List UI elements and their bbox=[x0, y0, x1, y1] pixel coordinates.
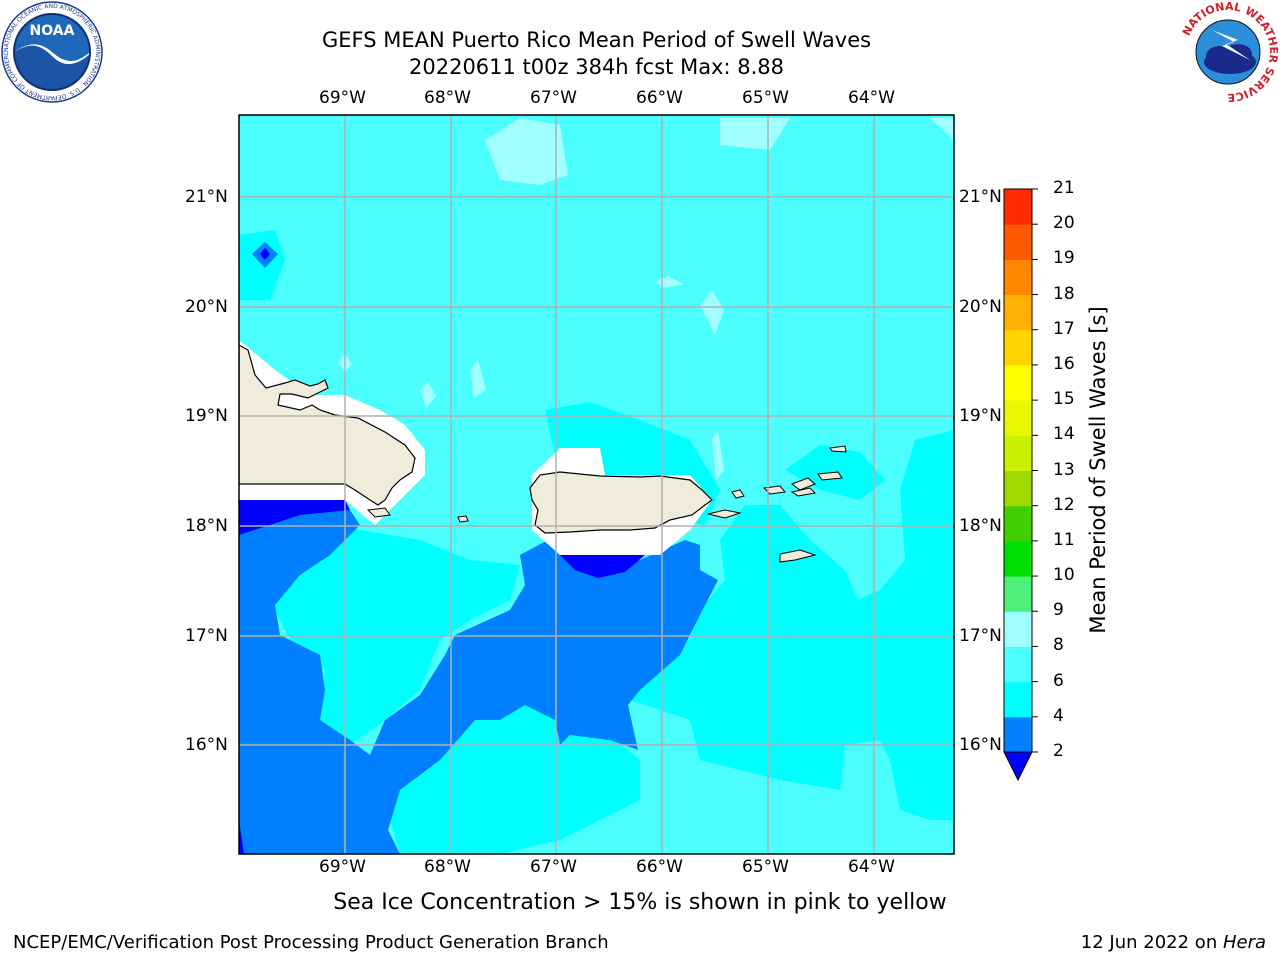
lat-tick-left: 21°N bbox=[185, 187, 228, 207]
swell-field-8-9 bbox=[930, 118, 954, 140]
lon-tick-top: 64°W bbox=[848, 88, 895, 108]
lon-tick-bottom: 69°W bbox=[319, 857, 366, 877]
lon-tick-top: 68°W bbox=[424, 88, 471, 108]
lat-tick-left: 19°N bbox=[185, 406, 228, 426]
hispaniola-land bbox=[239, 344, 416, 506]
swell-field-8-9 bbox=[700, 290, 724, 335]
swell-field-8-9 bbox=[485, 118, 568, 185]
colorbar-tick-label: 6 bbox=[1053, 670, 1064, 691]
lat-tick-right: 17°N bbox=[959, 626, 1002, 646]
lat-tick-right: 21°N bbox=[959, 187, 1002, 207]
colorbar-tick-label: 13 bbox=[1053, 459, 1075, 480]
lon-tick-top: 66°W bbox=[636, 88, 683, 108]
colorbar-segment bbox=[1004, 540, 1032, 577]
swell-field-8-9 bbox=[420, 382, 436, 408]
st-croix-island bbox=[779, 549, 817, 563]
swell-field-4-6 bbox=[630, 430, 954, 820]
puerto-rico-land bbox=[529, 471, 713, 534]
swell-field-2-4 bbox=[239, 505, 718, 854]
colorbar-tick-label: 15 bbox=[1053, 389, 1075, 410]
colorbar-tick-label: 14 bbox=[1053, 424, 1075, 445]
sea-ice-caption: Sea Ice Concentration > 15% is shown in … bbox=[333, 890, 947, 915]
footer-credit: NCEP/EMC/Verification Post Processing Pr… bbox=[13, 932, 609, 953]
lat-tick-right: 18°N bbox=[959, 516, 1002, 536]
colorbar-tick-label: 16 bbox=[1053, 353, 1075, 374]
map-grid bbox=[239, 115, 954, 854]
colorbar-tick-label: 12 bbox=[1053, 494, 1075, 515]
lat-tick-left: 16°N bbox=[185, 735, 228, 755]
lon-tick-bottom: 68°W bbox=[424, 857, 471, 877]
culebra-island bbox=[731, 489, 745, 499]
colorbar-segment bbox=[1004, 400, 1032, 436]
colorbar-tick-label: 2 bbox=[1053, 741, 1064, 761]
colorbar-under-arrow bbox=[1003, 751, 1033, 782]
colorbar-tick-label: 9 bbox=[1053, 600, 1064, 621]
swell-field-4-6 bbox=[390, 700, 640, 854]
lon-tick-bottom: 66°W bbox=[636, 857, 683, 877]
lon-tick-top: 65°W bbox=[742, 88, 789, 108]
tortola-island bbox=[790, 487, 817, 497]
colorbar-tick-label: 10 bbox=[1053, 565, 1075, 586]
lat-tick-left: 20°N bbox=[185, 297, 228, 317]
colorbar-segment bbox=[1004, 329, 1032, 366]
chart-subtitle: 20220611 t00z 384h fcst Max: 8.88 bbox=[409, 55, 784, 79]
colorbar-tick-label: 18 bbox=[1053, 283, 1075, 304]
colorbar-tick-label: 19 bbox=[1053, 248, 1075, 269]
colorbar-segment bbox=[1004, 189, 1032, 225]
swell-field-8-9 bbox=[720, 118, 790, 150]
noaa-logo-text: NOAA bbox=[30, 23, 75, 39]
footer-host: Hera bbox=[1222, 932, 1266, 953]
colorbar-label: Mean Period of Swell Waves [s] bbox=[1086, 306, 1110, 634]
st-john-island bbox=[790, 477, 816, 491]
colorbar bbox=[1003, 188, 1038, 782]
lat-tick-left: 18°N bbox=[185, 516, 228, 536]
colorbar-segment bbox=[1004, 646, 1032, 683]
lat-tick-left: 17°N bbox=[185, 626, 228, 646]
colorbar-tick-label: 11 bbox=[1053, 529, 1075, 550]
colorbar-segment bbox=[1004, 364, 1032, 401]
colorbar-segment bbox=[1004, 505, 1032, 542]
map-frame bbox=[238, 114, 955, 855]
colorbar-segment bbox=[1004, 224, 1032, 260]
lat-tick-right: 16°N bbox=[959, 735, 1002, 755]
colorbar-segment bbox=[1004, 576, 1032, 612]
colorbar-tick-label: 20 bbox=[1053, 213, 1075, 234]
swell-field-under-2 bbox=[239, 500, 350, 535]
lon-tick-bottom: 67°W bbox=[530, 857, 577, 877]
swell-field-8-9 bbox=[712, 430, 724, 480]
footer-date-text: 12 Jun 2022 on bbox=[1080, 932, 1223, 953]
lon-tick-bottom: 65°W bbox=[742, 857, 789, 877]
colorbar-segment bbox=[1004, 681, 1032, 718]
footer-date: 12 Jun 2022 on Hera bbox=[1081, 932, 1266, 953]
lat-tick-right: 20°N bbox=[959, 297, 1002, 317]
lon-tick-bottom: 64°W bbox=[848, 857, 895, 877]
swell-field-under-2 bbox=[239, 820, 244, 854]
colorbar-segment bbox=[1004, 294, 1032, 331]
lon-tick-top: 69°W bbox=[319, 88, 366, 108]
colorbar-tick-label: 21 bbox=[1053, 178, 1075, 198]
colorbar-tick-label: 4 bbox=[1053, 705, 1064, 726]
colorbar-tick-label: 8 bbox=[1053, 635, 1064, 656]
colorbar-segment bbox=[1004, 435, 1032, 471]
swell-field-4-6 bbox=[239, 230, 285, 300]
virgin-gorda-island bbox=[817, 471, 843, 481]
colorbar-segment bbox=[1004, 470, 1032, 507]
swell-field-8-9 bbox=[470, 360, 486, 398]
colorbar-tick-label: 17 bbox=[1053, 318, 1075, 339]
colorbar-segment bbox=[1004, 611, 1032, 647]
vieques-island bbox=[707, 509, 742, 519]
desecheo-island bbox=[457, 515, 469, 523]
swell-field-under-2 bbox=[260, 248, 270, 260]
anegada-island bbox=[829, 445, 847, 453]
chart-title: GEFS MEAN Puerto Rico Mean Period of Swe… bbox=[321, 28, 872, 52]
nws-logo: NATIONAL WEATHER SERVICE bbox=[1178, 0, 1280, 104]
noaa-logo: NATIONAL OCEANIC AND ATMOSPHERIC ADMINIS… bbox=[0, 0, 103, 103]
lat-tick-right: 19°N bbox=[959, 406, 1002, 426]
mona-island bbox=[366, 507, 391, 518]
swell-field-under-2 bbox=[560, 555, 645, 578]
lon-tick-top: 67°W bbox=[530, 88, 577, 108]
colorbar-segment bbox=[1004, 259, 1032, 296]
colorbar-segment bbox=[1004, 716, 1032, 753]
